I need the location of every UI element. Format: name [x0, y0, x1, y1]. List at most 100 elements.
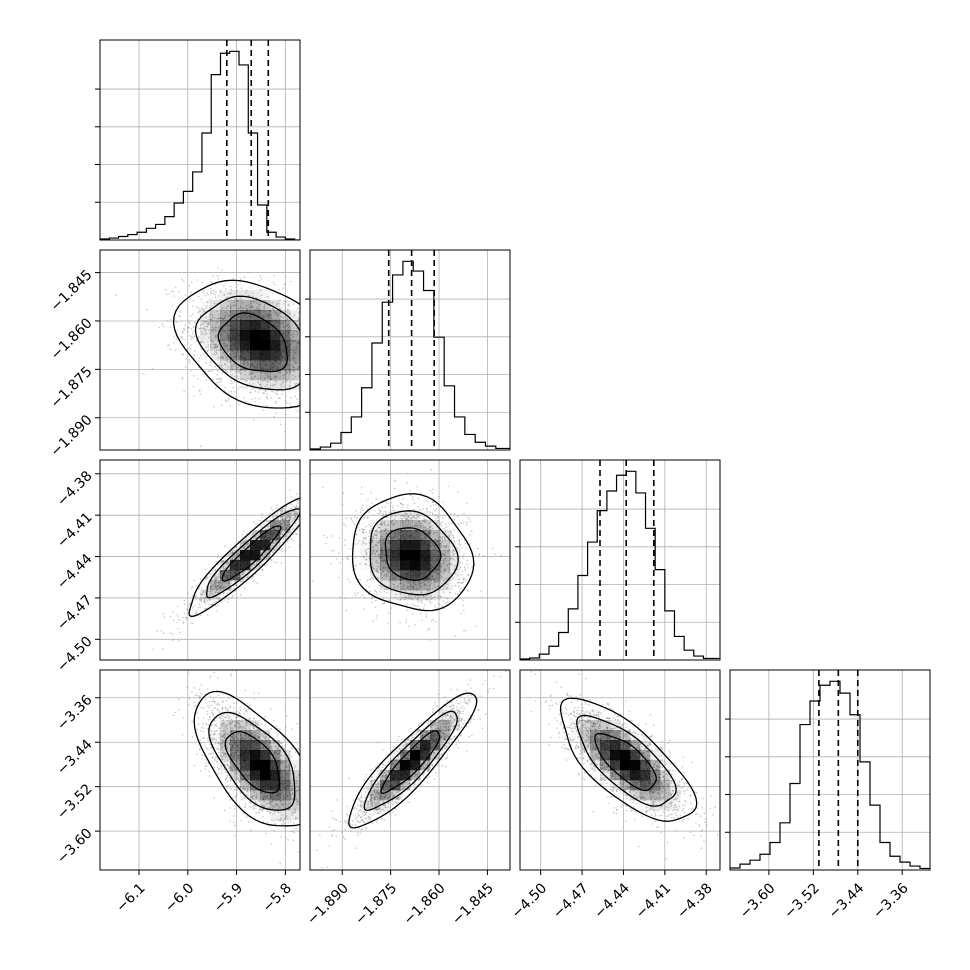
scatter-point: [280, 523, 282, 526]
scatter-point: [198, 389, 200, 392]
scatter-point: [210, 292, 212, 295]
scatter-point: [186, 330, 189, 333]
scatter-point: [287, 328, 289, 331]
scatter-point: [315, 504, 317, 506]
scatter-point: [298, 343, 300, 345]
scatter-point: [259, 383, 261, 386]
density-cell: [220, 330, 231, 341]
scatter-point: [204, 607, 207, 610]
scatter-point: [292, 339, 295, 342]
scatter-point: [214, 580, 216, 582]
scatter-point: [252, 532, 255, 534]
scatter-point: [289, 370, 292, 373]
scatter-point: [258, 304, 260, 306]
scatter-point: [188, 359, 191, 361]
scatter-point: [252, 537, 255, 540]
scatter-point: [294, 361, 296, 364]
scatter-point: [236, 375, 238, 377]
scatter-point: [260, 388, 262, 391]
scatter-point: [308, 349, 310, 351]
scatter-point: [221, 317, 224, 320]
scatter-point: [259, 565, 261, 567]
scatter-point: [186, 592, 189, 595]
scatter-point: [235, 318, 237, 321]
scatter-point: [301, 394, 303, 396]
scatter-point: [210, 313, 212, 316]
scatter-point: [276, 507, 278, 509]
scatter-point: [161, 648, 164, 650]
scatter-point: [187, 326, 190, 329]
scatter-point: [305, 493, 307, 495]
scatter-point: [217, 591, 220, 594]
scatter-point: [182, 280, 185, 282]
scatter-point: [245, 400, 248, 403]
scatter-point: [206, 325, 209, 328]
scatter-point: [241, 385, 244, 388]
scatter-point: [250, 371, 253, 374]
scatter-point: [221, 308, 223, 311]
scatter-point: [285, 528, 288, 531]
scatter-point: [234, 356, 237, 358]
scatter-point: [218, 577, 220, 579]
scatter-point: [296, 512, 299, 515]
histogram-panel-2: [515, 459, 721, 661]
scatter-point: [241, 298, 243, 301]
scatter-point: [315, 344, 317, 346]
scatter-point: [282, 525, 285, 528]
scatter-point: [284, 517, 287, 520]
scatter-point: [262, 409, 264, 412]
scatter-point: [295, 345, 298, 347]
scatter-point: [224, 400, 227, 402]
scatter-point: [186, 609, 189, 611]
scatter-point: [306, 378, 308, 380]
scatter-point: [271, 525, 274, 528]
scatter-point: [274, 524, 277, 526]
scatter-point: [236, 553, 239, 555]
scatter-point: [220, 364, 223, 367]
scatter-point: [191, 607, 194, 609]
scatter-point: [179, 631, 181, 634]
scatter-point: [357, 591, 359, 594]
scatter-point: [280, 308, 282, 311]
density-cell: [290, 310, 300, 321]
scatter-point: [331, 398, 333, 400]
scatter-point: [261, 371, 263, 374]
scatter-point: [172, 611, 175, 614]
scatter-point: [237, 316, 240, 318]
scatter-point: [247, 361, 249, 364]
scatter-point: [353, 523, 356, 525]
scatter-point: [207, 370, 210, 373]
scatter-point: [295, 533, 298, 535]
density-cell: [270, 310, 281, 321]
scatter-point: [253, 400, 256, 403]
scatter-point: [266, 376, 269, 378]
scatter-point: [283, 536, 286, 538]
scatter-point: [189, 298, 191, 300]
scatter-point: [273, 416, 275, 418]
scatter-point: [314, 340, 316, 342]
scatter-point: [254, 536, 256, 538]
scatter-point: [291, 340, 293, 342]
scatter-point: [288, 518, 291, 521]
scatter-point: [207, 294, 209, 296]
scatter-point: [319, 322, 321, 324]
scatter-point: [214, 582, 216, 585]
density-cell: [260, 300, 271, 311]
scatter-point: [197, 606, 200, 609]
scatter-point: [216, 370, 219, 372]
scatter-point: [235, 355, 238, 357]
scatter-point: [312, 339, 314, 341]
scatter-point: [216, 584, 219, 587]
scatter-point: [273, 309, 275, 312]
scatter-point: [329, 354, 331, 356]
scatter-point: [267, 314, 270, 317]
scatter-point: [184, 603, 186, 605]
scatter-point: [228, 561, 230, 563]
scatter-point: [186, 608, 188, 611]
scatter-point: [237, 377, 240, 380]
scatter-point: [302, 407, 304, 409]
scatter-panel-2-1: [309, 459, 511, 661]
scatter-point: [196, 306, 198, 308]
scatter-point: [320, 487, 322, 489]
scatter-point: [317, 486, 319, 488]
